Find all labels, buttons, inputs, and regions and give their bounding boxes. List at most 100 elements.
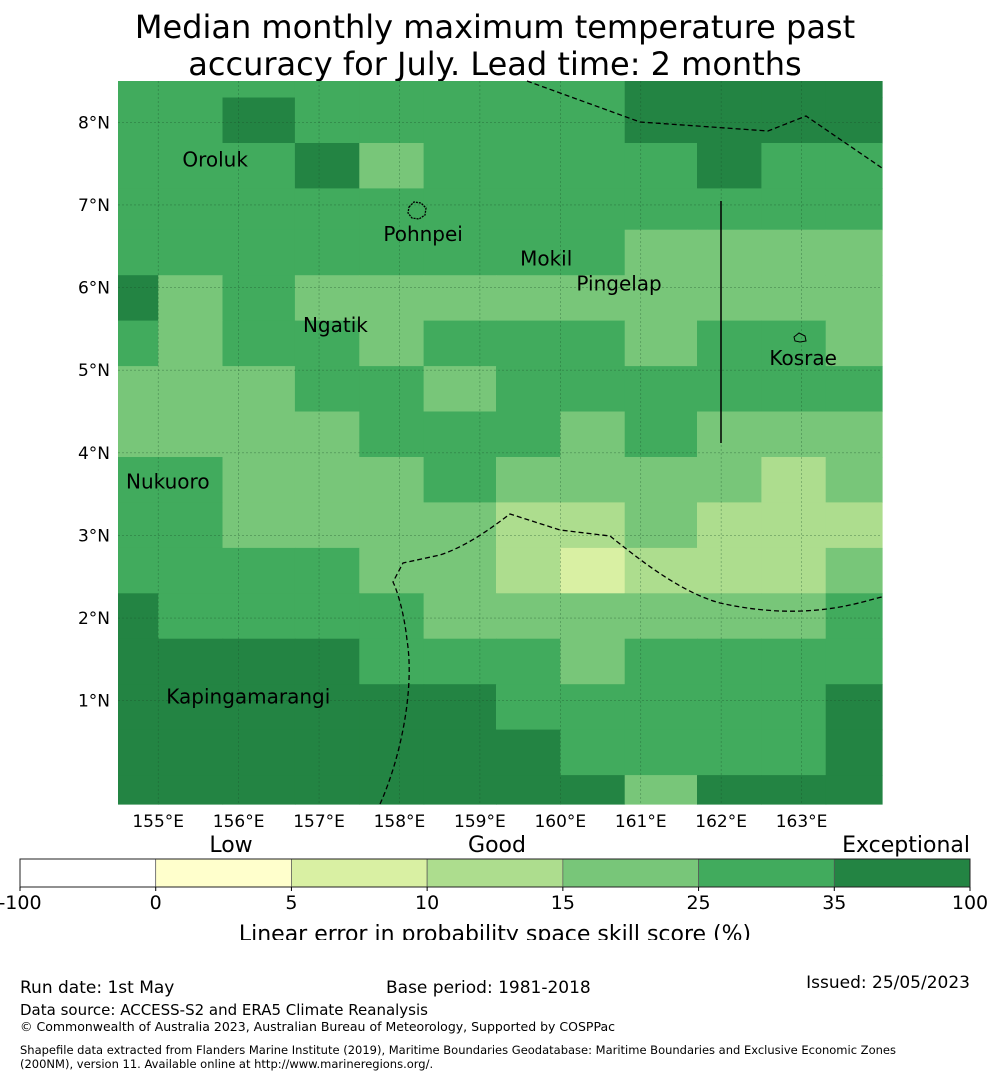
skill-cell (359, 143, 425, 189)
skill-cell (825, 684, 883, 731)
skill-cell (294, 593, 360, 640)
skill-cell (624, 502, 698, 549)
skill-cell (158, 320, 224, 367)
latitude-label: 6°N (78, 279, 110, 299)
place-label: Kosrae (769, 346, 837, 370)
skill-cell (825, 275, 883, 322)
colorbar-bin (698, 858, 835, 888)
skill-cell (761, 775, 827, 805)
skill-cell (294, 502, 360, 549)
skill-cell (624, 775, 698, 805)
skill-cell (423, 188, 497, 231)
skill-cell (423, 593, 497, 640)
skill-cell (624, 275, 698, 322)
skill-cell (560, 97, 626, 144)
skill-cell (423, 143, 497, 189)
skill-cell (560, 729, 626, 776)
place-label: Pohnpei (383, 222, 463, 246)
skill-cell (359, 320, 425, 367)
skill-cell (222, 547, 296, 594)
colorbar-outline (19, 858, 971, 888)
skill-cell (423, 411, 497, 458)
colorbar-axis-label: Linear error in probability space skill … (239, 922, 751, 940)
skill-cell (560, 775, 626, 805)
skill-cell (825, 366, 883, 413)
shapefile-credit-line-2: (200NM), version 11. Available online at… (20, 1057, 434, 1071)
skill-cell (222, 411, 296, 458)
skill-cell (222, 229, 296, 276)
skill-cell (222, 775, 296, 805)
skill-cell (825, 502, 883, 549)
colorbar-category-label: Low (209, 833, 252, 858)
skill-cell (118, 81, 159, 99)
skill-cell (359, 502, 425, 549)
latitude-label: 8°N (78, 113, 110, 133)
skill-cell (294, 684, 360, 731)
skill-cell (825, 81, 883, 99)
colorbar-legend: -100 0 5 10 15 25 35 100 Low Good Exceptional Linea… (0, 833, 988, 940)
skill-cell (294, 457, 360, 503)
place-label: Ngatik (303, 313, 368, 337)
skill-cell (624, 143, 698, 189)
latitude-tick-labels: 8°N 7°N 6°N 5°N 4°N 3°N 2°N 1°N (78, 113, 110, 711)
skill-cell (496, 229, 561, 276)
skill-cell (222, 366, 296, 413)
latitude-label: 7°N (78, 196, 110, 216)
base-period: Base period: 1981-2018 (386, 978, 591, 998)
skill-cell (697, 275, 762, 322)
skill-cell (294, 229, 360, 276)
skill-cell (359, 81, 425, 99)
skill-cell (423, 638, 497, 685)
longitude-label: 161°E (615, 812, 667, 832)
skill-cell (294, 775, 360, 805)
skill-cell (118, 502, 159, 549)
skill-cell (423, 457, 497, 503)
skill-cell (624, 188, 698, 231)
skill-cell (697, 320, 762, 367)
skill-cell (560, 638, 626, 685)
skill-cell (359, 229, 425, 276)
skill-cell (825, 775, 883, 805)
skill-cell (294, 411, 360, 458)
longitude-label: 159°E (454, 812, 506, 832)
skill-cell (118, 97, 159, 144)
skill-cell (761, 457, 827, 503)
skill-cell (294, 97, 360, 144)
skill-cell (359, 547, 425, 594)
skill-cell (624, 81, 698, 99)
place-label: Oroluk (182, 147, 248, 171)
skill-cell (222, 502, 296, 549)
skill-cell (496, 143, 561, 189)
skill-cell (158, 97, 224, 144)
skill-cell (158, 502, 224, 549)
skill-cell (825, 729, 883, 776)
skill-cell (359, 366, 425, 413)
skill-cell (222, 320, 296, 367)
skill-cell (222, 97, 296, 144)
skill-cell (423, 229, 497, 276)
skill-cell (423, 502, 497, 549)
skill-cell (423, 97, 497, 144)
skill-cell (118, 275, 159, 322)
skill-cell (118, 457, 159, 503)
colorbar-tick-label: 10 (415, 892, 439, 914)
skill-cell (496, 775, 561, 805)
map-title-line-1: Median monthly maximum temperature past (134, 8, 856, 46)
skill-cell (560, 366, 626, 413)
skill-cell (118, 684, 159, 731)
place-label: Mokil (520, 247, 572, 271)
latitude-label: 3°N (78, 526, 110, 546)
skill-cell (496, 411, 561, 458)
kosrae-island-outline (793, 332, 807, 343)
place-label: Nukuoro (126, 470, 210, 494)
map-title-line-2: accuracy for July. Lead time: 2 months (188, 45, 802, 83)
skill-cell (560, 188, 626, 231)
longitude-label: 155°E (132, 812, 184, 832)
place-label: Pingelap (576, 271, 661, 295)
skill-cell (294, 81, 360, 99)
skill-cell (158, 593, 224, 640)
skill-cell (697, 81, 762, 99)
colorbar-tick-label: 35 (822, 892, 846, 914)
skill-cell (222, 684, 296, 731)
skill-cell (423, 775, 497, 805)
